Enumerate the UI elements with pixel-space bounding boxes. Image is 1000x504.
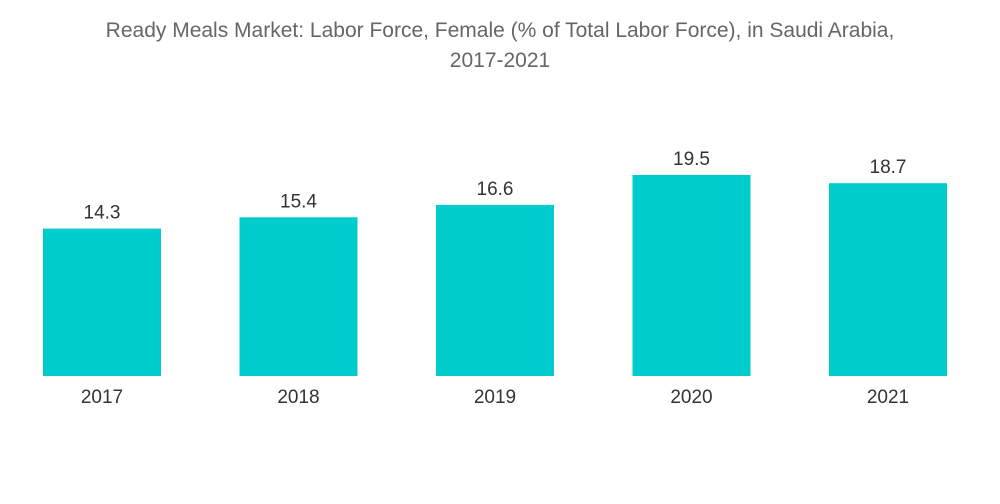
data-label-2017: 14.3 [84, 203, 121, 224]
x-tick-label-2019: 2019 [474, 387, 516, 408]
bar-2017 [43, 228, 161, 376]
bar-2020 [632, 175, 751, 376]
bar-2018 [239, 217, 358, 376]
bar-2021 [829, 183, 947, 376]
x-tick-label-2018: 2018 [277, 387, 319, 408]
chart-title-line-2: 2017-2021 [449, 49, 551, 72]
x-tick-label-2020: 2020 [670, 387, 712, 408]
data-label-2020: 19.5 [673, 149, 710, 170]
chart-title: Ready Meals Market: Labor Force, Female … [0, 16, 1000, 76]
data-label-2018: 15.4 [280, 191, 317, 212]
chart-title-line-1: Ready Meals Market: Labor Force, Female … [105, 19, 895, 42]
x-tick-label-2021: 2021 [867, 387, 909, 408]
data-label-2021: 18.7 [870, 157, 907, 178]
data-label-2019: 16.6 [477, 179, 514, 200]
bar-2019 [436, 204, 554, 376]
x-tick-label-2017: 2017 [81, 387, 123, 408]
